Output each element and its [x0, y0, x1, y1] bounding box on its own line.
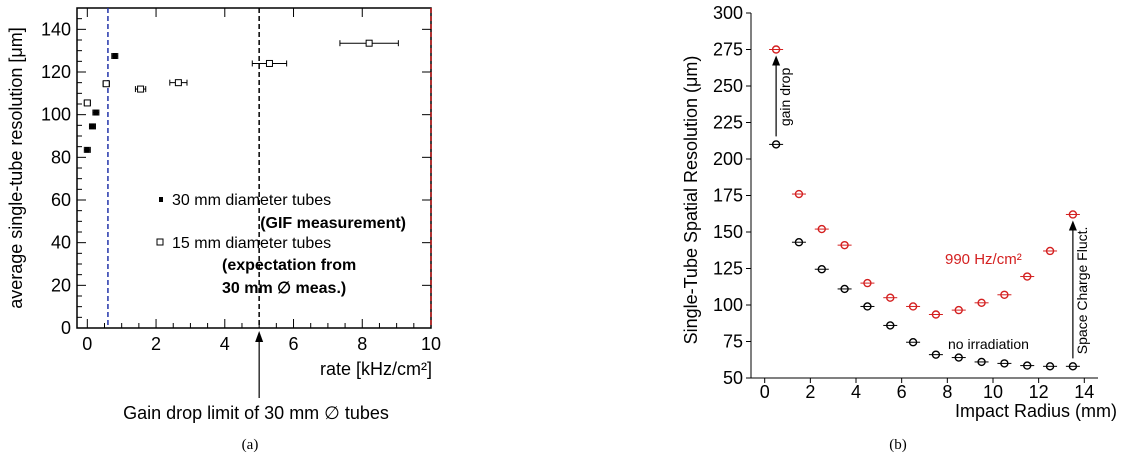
chart-b-ytick-label: 175	[713, 186, 743, 206]
chart-b-point	[863, 278, 872, 288]
chart-b-point	[840, 240, 849, 250]
chart-a-point-filled	[89, 123, 95, 130]
chart-a-legend-label: 15 mm diameter tubes	[172, 235, 331, 252]
chart-b-point	[886, 321, 895, 330]
chart-b-point	[886, 293, 895, 302]
chart-a-xlabel: rate [kHz/cm²]	[320, 359, 432, 379]
chart-a-annotation-arrowhead	[255, 331, 264, 342]
chart-a-ytick-label: 20	[51, 275, 71, 295]
chart-b-ylabel: Single-Tube Spatial Resolution (μm)	[681, 56, 701, 345]
chart-a-legend-label: 30 mm diameter tubes	[172, 192, 331, 209]
chart-b-xtick-label: 4	[851, 382, 861, 402]
chart-b-point	[794, 189, 804, 199]
chart-b-point	[908, 302, 918, 311]
chart-b-point	[977, 298, 986, 308]
chart-b-ytick-label: 50	[723, 368, 743, 388]
chart-b-ytick-label: 275	[713, 40, 743, 60]
chart-a-ytick-label: 0	[61, 318, 71, 338]
chart-a-legend-label: (expectation from	[222, 257, 356, 274]
chart-a-caption: (a)	[242, 437, 259, 453]
chart-b-point	[771, 140, 781, 149]
chart-b-ytick-label: 225	[713, 113, 743, 133]
chart-b-ytick-label: 125	[713, 259, 743, 279]
chart-a-legend-label: 30 mm ∅ meas.)	[222, 280, 346, 297]
chart-b-series-label-irradiated: 990 Hz/cm²	[945, 251, 1022, 268]
chart-a-ylabel: average single-tube resolution [μm]	[6, 27, 26, 309]
chart-b-point	[863, 302, 872, 311]
chart-b-ytick-label: 300	[713, 3, 743, 23]
chart-b-point	[817, 265, 826, 274]
chart-b-point	[840, 284, 849, 294]
chart-b-point	[954, 305, 963, 315]
chart-b-point	[1023, 361, 1032, 370]
chart-a-xtick-label: 6	[289, 334, 299, 354]
chart-b-xlabel: Impact Radius (mm)	[955, 401, 1117, 421]
chart-a-point-open	[174, 79, 182, 87]
chart-a-xtick-label: 10	[421, 334, 441, 354]
chart-a-point-filled	[112, 53, 118, 59]
chart-a-ytick-label: 80	[51, 147, 71, 167]
chart-b-point	[771, 45, 781, 54]
chart-b-ytick-label: 250	[713, 76, 743, 96]
chart-b-point	[1000, 359, 1009, 368]
chart-b-xtick-label: 2	[805, 382, 815, 402]
chart-a-ytick-label: 120	[41, 62, 71, 82]
chart-a-point-filled	[84, 146, 90, 153]
chart-b-point	[1045, 246, 1055, 256]
chart-a-legend-marker-open	[156, 238, 164, 246]
chart-a-point-filled	[93, 109, 99, 116]
chart-b-point	[817, 224, 826, 234]
chart-b-xtick-label: 8	[942, 382, 952, 402]
chart-b-point	[908, 338, 918, 347]
chart-b-point	[931, 310, 941, 319]
chart-a-point-open	[365, 39, 373, 47]
chart-b-arrow-label: Space Charge Fluct.	[1074, 227, 1090, 355]
chart-a-annotation: Gain drop limit of 30 mm ∅ tubes	[123, 403, 389, 423]
chart-b-series-label-no-irradiation: no irradiation	[948, 336, 1029, 352]
chart-b-point	[931, 350, 941, 359]
chart-b-arrowhead	[772, 55, 781, 66]
chart-b-xtick-label: 14	[1074, 382, 1094, 402]
chart-b-xtick-label: 12	[1029, 382, 1049, 402]
chart-a-ytick-label: 60	[51, 190, 71, 210]
chart-a-ytick-label: 140	[41, 19, 71, 39]
chart-a-ytick-label: 100	[41, 105, 71, 125]
chart-a-point-open	[137, 85, 145, 93]
chart-b-caption: (b)	[889, 437, 907, 453]
chart-b-xtick-label: 10	[983, 382, 1003, 402]
chart-a-ytick-label: 40	[51, 233, 71, 253]
chart-b-point	[1068, 210, 1078, 219]
chart-b-point	[1045, 362, 1055, 371]
chart-b-point	[954, 353, 963, 362]
chart-b-point	[1068, 362, 1078, 371]
chart-b-arrowhead	[1068, 220, 1077, 231]
chart-b-point	[1000, 290, 1009, 299]
chart-b-ytick-label: 75	[723, 332, 743, 352]
chart-b-ytick-label: 200	[713, 149, 743, 169]
chart-a-legend-label: (GIF measurement)	[260, 215, 406, 232]
chart-b-ytick-label: 100	[713, 295, 743, 315]
chart-b-xtick-label: 0	[760, 382, 770, 402]
chart-a-xtick-label: 0	[82, 334, 92, 354]
chart-a-point-open	[102, 80, 110, 88]
chart-b-xtick-label: 6	[897, 382, 907, 402]
chart-b-point	[1023, 272, 1032, 281]
chart-a-point-open	[83, 99, 91, 107]
chart-a-legend-marker-filled	[159, 197, 163, 202]
chart-b: 0 2 4 6 8 10 12 14 50 75 100 125 150 175 200 225 250 275 3…	[681, 3, 1117, 453]
chart-a-xtick-label: 4	[220, 334, 230, 354]
chart-a-point-open	[265, 59, 273, 67]
chart-a-xtick-label: 8	[357, 334, 367, 354]
chart-a-xtick-label: 2	[151, 334, 161, 354]
chart-b-point	[794, 238, 804, 247]
chart-b-arrow-label: gain drop	[777, 68, 793, 127]
chart-b-ytick-label: 150	[713, 222, 743, 242]
chart-b-point	[977, 357, 986, 367]
